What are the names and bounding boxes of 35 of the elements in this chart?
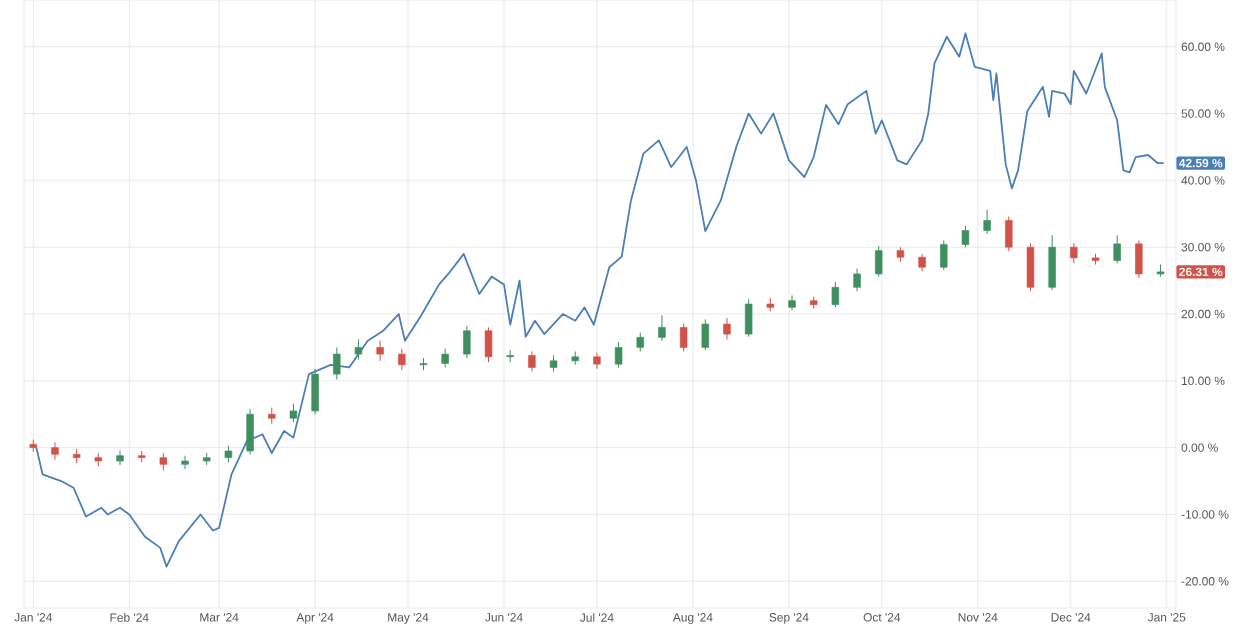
candlestick	[723, 317, 731, 340]
candlestick	[398, 348, 406, 371]
candlestick	[831, 281, 840, 308]
candlestick	[853, 268, 861, 292]
candlestick	[311, 368, 319, 415]
candlestick	[289, 403, 298, 423]
candlestick	[463, 325, 471, 359]
candlestick	[376, 340, 384, 362]
candlestick	[679, 322, 688, 352]
candlestick	[940, 240, 948, 271]
candlestick	[333, 346, 341, 380]
candlestick	[354, 338, 363, 360]
candlestick	[528, 350, 536, 372]
candlestick	[1135, 240, 1143, 279]
candlestick	[1005, 215, 1013, 252]
candlestick	[983, 209, 991, 235]
candlestick	[1070, 242, 1078, 264]
candlestick	[744, 298, 753, 338]
candlestick	[116, 449, 124, 466]
candlestick	[614, 341, 623, 368]
candlestick	[1026, 242, 1035, 292]
candlestick	[658, 314, 666, 342]
candlestick	[961, 225, 970, 248]
candlestick	[875, 245, 883, 278]
candlestick	[1048, 234, 1056, 291]
candlestick	[701, 318, 710, 351]
candlestick	[181, 455, 189, 470]
candlestick	[51, 441, 59, 461]
candlestick	[788, 294, 796, 311]
candlestick	[484, 326, 493, 363]
line-series	[35, 32, 1165, 568]
candlestick	[246, 408, 254, 455]
candlestick	[441, 348, 449, 368]
candlestick	[636, 332, 644, 352]
candlestick	[1113, 234, 1121, 264]
